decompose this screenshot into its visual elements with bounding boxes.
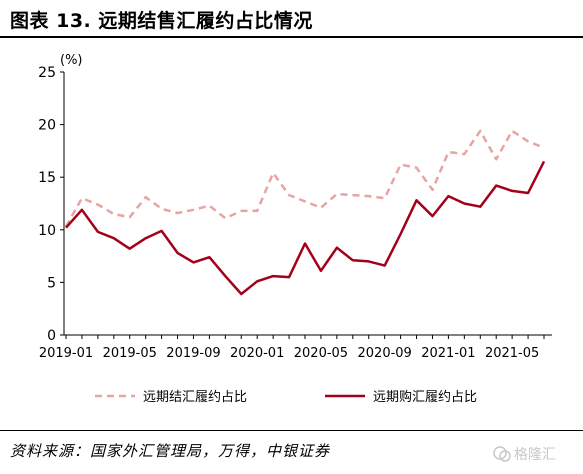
line-chart: 0 5 10 15 20 25 (%) 2019-01 2019-05 2019-09 2020-0… xyxy=(38,53,552,405)
legend-label-1: 远期结汇履约占比 xyxy=(143,390,247,405)
chart-title: 图表 13. 远期结售汇履约占比情况 xyxy=(10,10,313,32)
watermark-logo: 格隆汇 xyxy=(492,436,578,470)
x-tick-label: 2019-09 xyxy=(166,346,220,361)
x-tick-label: 2020-05 xyxy=(294,346,348,361)
watermark-text: 格隆汇 xyxy=(514,447,556,463)
title-bar: 图表 13. 远期结售汇履约占比情况 xyxy=(0,0,583,40)
y-unit-label: (%) xyxy=(60,53,83,68)
x-tick-label: 2019-05 xyxy=(103,346,157,361)
x-tick-label: 2020-09 xyxy=(358,346,412,361)
y-tick-label: 5 xyxy=(47,275,56,291)
y-tick-label: 10 xyxy=(38,223,56,239)
x-tick-label: 2020-01 xyxy=(230,346,284,361)
title-divider xyxy=(0,36,583,38)
y-tick-label: 20 xyxy=(38,118,56,134)
x-tick-label: 2021-01 xyxy=(421,346,475,361)
series-line-1 xyxy=(64,129,545,228)
wechat-icon xyxy=(493,446,511,462)
legend-label-2: 远期购汇履约占比 xyxy=(373,389,477,405)
series-line-2 xyxy=(65,160,546,296)
y-tick-label: 0 xyxy=(47,328,56,344)
x-tick-label: 2021-05 xyxy=(485,346,539,361)
x-tick-label: 2019-01 xyxy=(39,346,93,361)
y-tick-label: 15 xyxy=(38,170,56,186)
footer-divider xyxy=(0,430,583,431)
source-note: 资料来源：国家外汇管理局，万得，中银证券 xyxy=(10,442,331,460)
y-tick-label: 25 xyxy=(38,65,56,81)
